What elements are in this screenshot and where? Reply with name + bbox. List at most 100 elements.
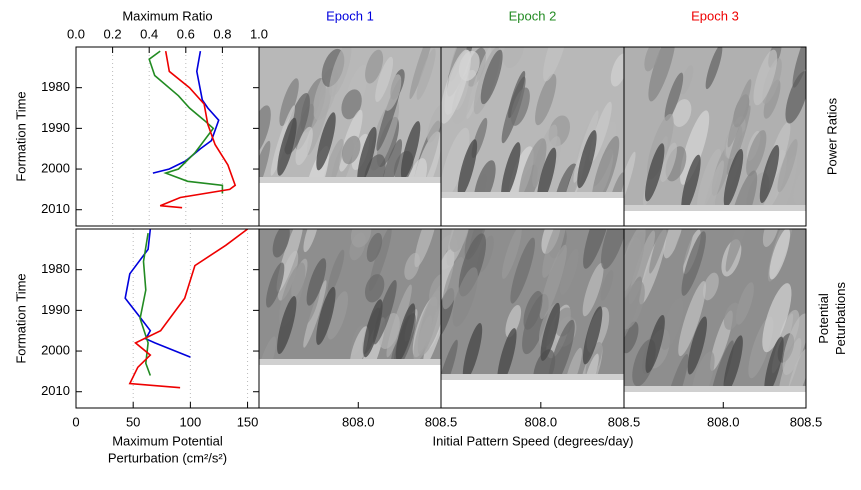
contour-shading	[764, 336, 784, 392]
contour-shading	[306, 258, 327, 306]
contour-shading	[462, 323, 483, 380]
contour-shading	[660, 142, 677, 183]
contour-shading	[681, 231, 706, 296]
contour-shading	[501, 229, 522, 279]
contour-shading	[542, 229, 567, 278]
contour-shading	[725, 229, 752, 272]
contour-shading	[277, 296, 297, 355]
x-axis-label: Maximum Potential	[112, 433, 223, 448]
contour-shading	[648, 47, 676, 102]
contour-shading	[649, 229, 674, 274]
contour-panel	[259, 47, 441, 183]
contour-shading	[723, 149, 744, 208]
series-line	[124, 228, 191, 358]
contour-shading	[503, 47, 525, 69]
contour-shading	[357, 126, 377, 183]
contour-shading	[583, 353, 599, 380]
x-tick-label: 808.5	[425, 414, 458, 429]
contour-shading	[449, 229, 469, 253]
contour-shading	[427, 104, 441, 143]
contour-shading	[441, 127, 470, 198]
contour-shading	[442, 257, 465, 310]
contour-shading	[416, 48, 436, 100]
x-tick-label: 808.0	[342, 414, 375, 429]
contour-shading	[735, 282, 754, 325]
contour-shading	[588, 121, 617, 187]
contour-shading	[266, 262, 285, 308]
contour-shading	[452, 267, 478, 327]
y-tick-label: 1990	[41, 120, 70, 135]
contour-shading	[341, 89, 362, 120]
x-tick-label: 0.0	[67, 26, 85, 41]
contour-shading	[277, 117, 297, 176]
contour-shading	[366, 232, 383, 262]
contour-shading	[703, 160, 724, 211]
contour-shading	[591, 136, 620, 198]
contour-shading	[510, 237, 536, 304]
contour-shading	[792, 47, 806, 88]
series-line	[159, 50, 237, 209]
contour-shading	[669, 229, 695, 282]
contour-shading	[782, 313, 806, 376]
contour-shading	[441, 49, 470, 124]
contour-shading	[777, 139, 798, 193]
contour-shading	[759, 144, 780, 203]
contour-shading	[793, 166, 806, 205]
x-tick-label: 808.5	[608, 414, 641, 429]
x-axis-label: Initial Pattern Speed (degrees/day)	[433, 433, 634, 448]
contour-shading	[414, 229, 438, 268]
contour-shading	[582, 262, 604, 317]
contour-shading	[624, 231, 645, 302]
contour-shading	[535, 73, 557, 126]
series-line	[139, 232, 152, 376]
plot-frame	[623, 46, 807, 227]
contour-shading	[601, 229, 624, 270]
contour-shading	[518, 138, 547, 198]
contour-shading	[727, 79, 752, 148]
contour-shading	[582, 306, 603, 365]
contour-shading	[303, 280, 327, 348]
row-label: Peturbations	[833, 282, 848, 355]
contour-shading	[726, 105, 751, 175]
contour-shading	[624, 321, 639, 354]
contour-shading	[702, 272, 719, 301]
contour-panel	[441, 47, 624, 198]
contour-shading	[723, 335, 743, 392]
contour-shading	[577, 130, 597, 189]
contour-shading	[539, 244, 567, 320]
contour-shading	[279, 78, 299, 127]
contour-shading	[295, 126, 313, 166]
contour-shading	[785, 71, 806, 124]
contour-shading	[723, 302, 741, 330]
contour-shading	[762, 283, 792, 353]
x-tick-label: 0.2	[104, 26, 122, 41]
panel-title: Epoch 2	[509, 8, 557, 23]
x-tick-label: 0.8	[213, 26, 231, 41]
contour-shading	[680, 110, 710, 185]
x-tick-label: 1.0	[250, 26, 268, 41]
contour-shading	[306, 83, 333, 156]
contour-shading	[664, 72, 684, 121]
contour-shading	[672, 99, 692, 127]
x-tick-label: 150	[237, 414, 259, 429]
contour-shading	[316, 286, 336, 345]
contour-shading	[600, 270, 614, 301]
contour-shading	[341, 135, 361, 165]
contour-shading	[363, 299, 383, 358]
contour-shading	[660, 298, 684, 350]
contour-shading	[327, 291, 349, 340]
contour-shading	[329, 47, 352, 97]
x-tick-label: 0	[72, 414, 79, 429]
plot-frame	[75, 228, 260, 409]
contour-shading	[559, 248, 579, 295]
series-line	[148, 50, 224, 194]
contour-shading	[505, 305, 522, 338]
y-tick-label: 1980	[41, 261, 70, 276]
contour-shading	[523, 290, 543, 330]
contour-band	[441, 374, 624, 380]
contour-shading	[583, 229, 612, 269]
x-axis-label: Perturbation (cm²/s²)	[108, 450, 227, 465]
contour-shading	[384, 74, 402, 111]
contour-shading	[510, 87, 530, 126]
